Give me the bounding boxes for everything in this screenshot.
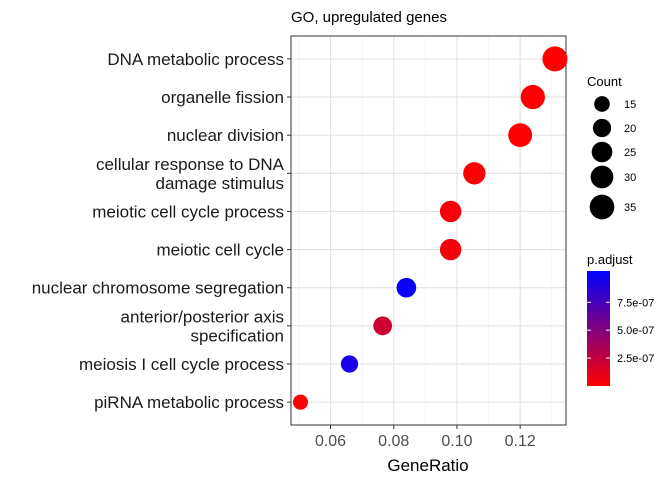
category-label: meiosis I cell cycle process [79,355,284,374]
category-label: specification [190,326,284,345]
category-label: meiotic cell cycle [156,241,284,260]
p-adjust-legend: p.adjust 2.5e-07 5.0e-07 7.5e-07 [587,252,654,386]
plot-panel [290,35,567,426]
category-labels: DNA metabolic process organelle fission nu… [32,50,291,412]
category-label: nuclear chromosome segregation [32,279,284,298]
p-adjust-colorbar [587,271,610,386]
category-label: DNA metabolic process [107,50,284,69]
data-point [508,123,533,148]
p-adjust-legend-label: 5.0e-07 [617,325,654,337]
x-axis-ticks: 0.06 0.08 0.10 0.12 [315,425,536,450]
count-legend-key [592,118,612,138]
count-legend-title: Count [587,74,622,89]
chart-title: GO, upregulated genes [291,9,447,26]
count-legend: Count 15 20 25 30 35 [587,74,636,220]
category-label: meiotic cell cycle process [92,202,284,221]
data-point [396,277,417,298]
category-label: anterior/posterior axis [121,307,284,326]
x-tick-label: 0.12 [505,433,536,450]
x-tick-label: 0.06 [315,433,346,450]
category-label: organelle fission [161,88,284,107]
category-label: cellular response to DNA [96,155,285,174]
data-point [542,46,568,72]
category-label: nuclear division [167,126,284,145]
data-point [340,355,359,373]
data-point [463,162,486,185]
category-label: damage stimulus [155,174,284,193]
count-legend-label: 35 [624,202,636,214]
data-points [292,46,568,410]
data-point [439,200,462,223]
data-point [520,84,545,110]
count-legend-key [590,165,614,189]
panel-frame [290,35,567,426]
count-legend-key [591,141,613,163]
category-label: piRNA metabolic process [94,393,284,412]
count-legend-label: 20 [624,123,636,135]
count-legend-label: 25 [624,147,636,159]
p-adjust-legend-label: 7.5e-07 [617,297,654,309]
count-legend-key [594,96,610,112]
data-point [373,316,393,336]
p-adjust-legend-label: 2.5e-07 [617,353,654,365]
x-tick-label: 0.08 [378,433,409,450]
x-tick-label: 0.10 [441,433,472,450]
count-legend-label: 15 [624,99,636,111]
count-legend-label: 30 [624,172,636,184]
data-point [292,394,309,410]
data-point [439,238,462,261]
x-axis-title: GeneRatio [387,456,468,475]
p-adjust-legend-title: p.adjust [587,252,633,267]
count-legend-key [589,194,615,220]
